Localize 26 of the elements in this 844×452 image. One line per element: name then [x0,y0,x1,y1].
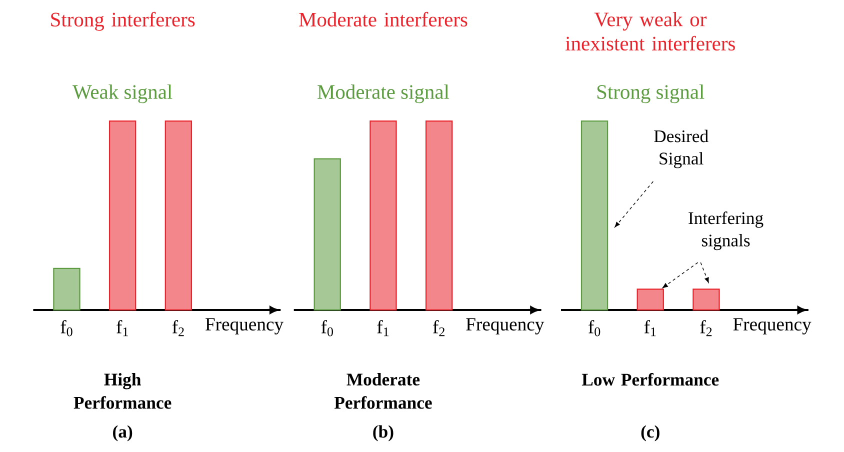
text: Low Performance [582,372,719,386]
x-axis-title: Frequency [466,318,544,334]
text: High Performance [74,372,172,409]
chart-subtitle: Moderate signal [318,84,450,103]
x-tick-label: f$_{2}$ [172,320,184,336]
text: Moderate Performance [334,372,432,409]
x-tick-label: f$_{1}$ [644,320,656,336]
text: (a) [113,425,132,442]
text: (c) [641,425,660,442]
x-axis-title: Frequency [206,318,284,334]
chart-title: Moderate interferers [299,12,468,26]
x-tick-label: f$_{1}$ [116,320,128,336]
x-tick-label: f$_{0}$ [588,320,600,336]
x-tick-label: f$_{0}$ [60,320,72,336]
x-tick-label: f$_{2}$ [700,320,712,336]
x-tick-label: f$_{0}$ [321,320,333,336]
x-tick-label: f$_{1}$ [377,320,389,336]
annotation: Desired Signal [654,130,708,168]
chart-title: Very weak or inexistent interferers [566,12,735,50]
chart-title: Strong interferers [51,12,195,31]
annotation: Interfering signals [688,211,764,250]
x-axis-title: Frequency [733,318,812,334]
chart-subtitle: Weak signal [72,84,172,103]
x-tick-label: f$_{2}$ [433,320,444,336]
chart-subtitle: Strong signal [597,84,704,103]
text: (b) [373,425,394,442]
